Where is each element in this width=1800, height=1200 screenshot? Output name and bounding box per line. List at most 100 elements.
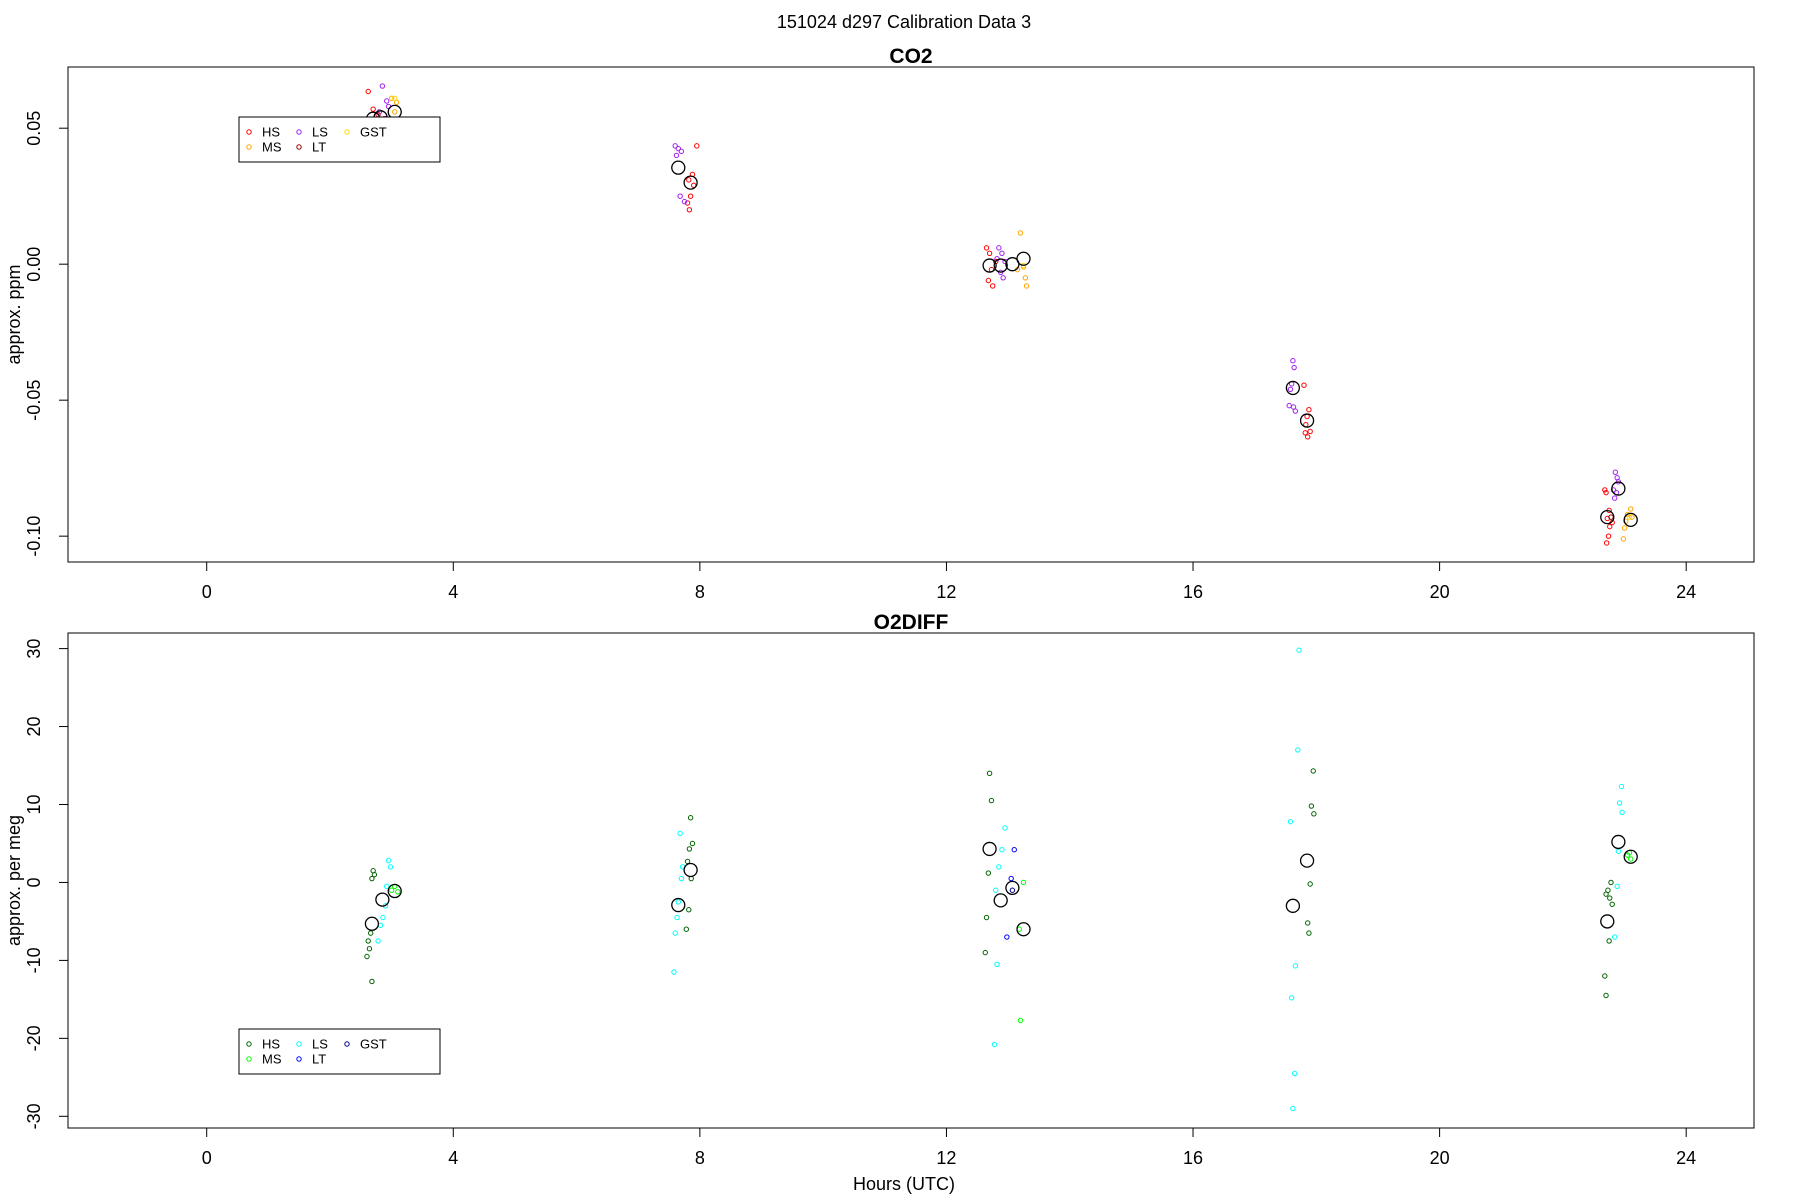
x-tick-label: 4 — [448, 1148, 458, 1168]
data-point — [684, 858, 691, 865]
data-point — [1307, 881, 1313, 887]
data-point — [1304, 920, 1311, 926]
data-point — [686, 846, 693, 852]
data-point — [1628, 856, 1634, 862]
data-point — [677, 830, 683, 837]
data-point — [1603, 489, 1609, 496]
y-axis-label: approx. ppm — [4, 264, 24, 364]
legend-label: LS — [312, 1037, 328, 1052]
x-tick-label: 8 — [695, 1148, 705, 1168]
data-point — [672, 930, 678, 936]
data-point — [1002, 825, 1008, 831]
legend-label: HS — [262, 125, 280, 140]
y-axis-label: approx. per meg — [4, 815, 24, 946]
panel-co2: CO2 0 4 8 12 16 20 24 -0.10 -0.05 0.00 0.05 approx. … — [4, 45, 1755, 602]
legend-marker — [296, 144, 302, 150]
data-point — [388, 887, 395, 893]
data-point — [1023, 283, 1030, 289]
data-point — [1307, 428, 1313, 435]
data-point — [1311, 811, 1317, 817]
x-tick-label: 12 — [936, 582, 956, 602]
figure-title: 151024 d297 Calibration Data 3 — [777, 12, 1031, 32]
data-point — [1628, 506, 1634, 512]
mean-point — [1016, 251, 1031, 266]
y-tick-label: 20 — [24, 717, 44, 737]
data-point — [367, 930, 374, 936]
mean-point — [1285, 380, 1301, 396]
data-point — [1603, 540, 1610, 546]
data-point — [1022, 275, 1029, 281]
data-point — [686, 177, 692, 183]
y-tick-label: -10 — [24, 947, 44, 973]
data-point — [385, 857, 392, 864]
mean-point — [364, 916, 380, 931]
data-point — [687, 815, 694, 821]
x-tick-label: 0 — [202, 1148, 212, 1168]
data-point — [1626, 514, 1633, 520]
data-point — [1308, 803, 1315, 809]
data-point — [991, 1041, 998, 1048]
y-tick-label: 0.00 — [24, 247, 44, 282]
data-point — [683, 926, 690, 932]
panel-title: CO2 — [889, 45, 932, 68]
data-point — [1620, 536, 1627, 542]
data-point — [677, 193, 683, 199]
x-tick-label: 16 — [1183, 1148, 1203, 1168]
data-point — [1302, 430, 1308, 436]
data-point — [384, 883, 390, 890]
figure-xlabel: Hours (UTC) — [853, 1174, 955, 1194]
legend-marker — [344, 1041, 350, 1047]
y-tick-label: -20 — [24, 1025, 44, 1051]
data-point — [1291, 364, 1297, 371]
legend-label: LS — [312, 125, 328, 140]
data-point — [380, 914, 386, 921]
data-point — [1295, 747, 1301, 753]
data-point — [1602, 973, 1608, 979]
data-point — [673, 152, 680, 159]
data-point — [369, 978, 375, 985]
y-tick-label: -0.10 — [24, 516, 44, 557]
mean-point — [387, 883, 402, 899]
mean-point — [1611, 834, 1626, 850]
data-point — [1603, 992, 1609, 999]
data-point — [1287, 818, 1294, 825]
data-point — [1000, 275, 1006, 281]
mean-point — [982, 841, 997, 857]
data-point — [1290, 358, 1296, 364]
panel-o2diff: O2DIFF 0 4 8 12 16 20 24 -30 -20 -10 0 10 20 30 approx.… — [4, 611, 1755, 1168]
data-point — [1292, 1070, 1298, 1077]
data-point — [1304, 413, 1310, 420]
data-point — [1306, 930, 1312, 936]
data-point — [983, 914, 990, 921]
x-tick-label: 16 — [1183, 582, 1203, 602]
legend-label: HS — [262, 1037, 280, 1052]
legend-marker — [246, 129, 252, 135]
data-point — [678, 148, 685, 155]
data-point — [395, 889, 401, 895]
data-point — [687, 193, 694, 199]
data-point — [1609, 901, 1615, 907]
legend-box — [238, 1028, 441, 1075]
data-point — [1020, 879, 1027, 886]
y-tick-label: 0.05 — [24, 111, 44, 146]
data-point — [989, 283, 996, 289]
data-point — [364, 953, 370, 960]
data-point — [379, 83, 386, 89]
data-point — [1287, 386, 1294, 392]
mean-point — [1299, 413, 1315, 428]
data-point — [1288, 995, 1295, 1001]
data-point — [999, 250, 1005, 257]
x-tick-label: 0 — [202, 582, 212, 602]
data-point — [684, 200, 691, 206]
mean-point — [1005, 880, 1020, 896]
data-point — [1619, 809, 1625, 815]
data-point — [986, 770, 993, 777]
y-tick-label: -0.05 — [24, 380, 44, 421]
data-point — [694, 143, 700, 149]
legend-marker — [296, 1056, 302, 1062]
legend-marker — [246, 1041, 252, 1047]
data-point — [1306, 406, 1312, 413]
data-point — [1292, 963, 1299, 969]
mean-point — [671, 897, 686, 913]
